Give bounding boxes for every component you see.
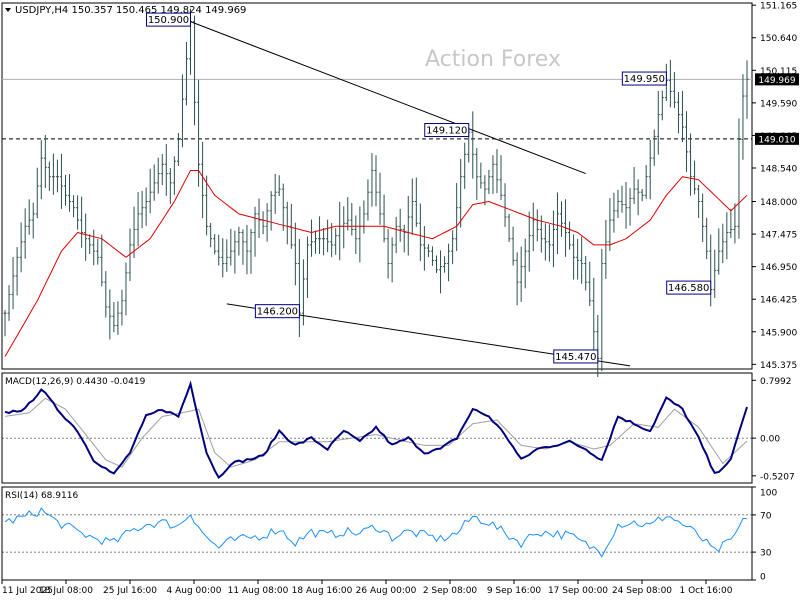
rsi-tick-label: 100 <box>760 489 777 499</box>
trendline <box>190 21 586 175</box>
current-price-label: 149.969 <box>758 76 795 86</box>
time-tick-label: 9 Sep 16:00 <box>487 586 542 596</box>
price-tick-label: 147.475 <box>760 231 797 241</box>
time-tick-label: 18 Aug 16:00 <box>292 586 353 596</box>
price-tick-label: 145.900 <box>760 328 797 338</box>
time-tick-label: 2 Sep 08:00 <box>423 586 478 596</box>
pane-frame-price <box>1 2 753 370</box>
time-tick-label: 24 Sep 08:00 <box>612 586 672 596</box>
price-tick-label: 150.115 <box>760 67 797 77</box>
price-tick-label: 148.000 <box>760 198 797 208</box>
rsi-tick-label: 30 <box>760 549 772 559</box>
time-tick-label: 18 Jul 08:00 <box>39 586 93 596</box>
time-tick-label: 1 Oct 16:00 <box>680 586 733 596</box>
chart-title: USDJPY,H4 150.357 150.465 149.824 149.96… <box>15 5 246 16</box>
macd-tick-label: 0.7992 <box>760 377 792 387</box>
macd-tick-label: 0.00 <box>760 435 780 445</box>
price-annotation-label: 149.120 <box>426 126 467 137</box>
price-annotation-label: 146.200 <box>257 307 298 318</box>
time-tick-label: 26 Aug 00:00 <box>356 586 417 596</box>
reference-level-label: 149.010 <box>758 135 795 145</box>
rsi-line <box>4 507 748 558</box>
price-annotation-label: 149.950 <box>624 74 665 85</box>
current-price-marker <box>755 73 799 86</box>
price-tick-label: 146.950 <box>760 263 797 273</box>
price-tick-label: 149.590 <box>760 99 797 109</box>
time-tick-label: 4 Aug 00:00 <box>167 586 222 596</box>
price-annotation-box <box>424 123 470 138</box>
price-annotation-label: 145.470 <box>555 352 596 363</box>
price-annotation-box <box>621 71 667 86</box>
price-annotation-box <box>553 349 599 364</box>
price-tick-label: 150.640 <box>760 34 797 44</box>
price-annotation-box <box>666 280 712 295</box>
macd-tick-label: -0.5207 <box>760 472 795 482</box>
macd-line <box>4 380 748 480</box>
pane-frame-macd <box>1 372 753 484</box>
macd-signal-line <box>4 397 748 468</box>
rsi-tick-label: 0 <box>760 573 766 583</box>
moving-average-line <box>4 170 748 357</box>
time-tick-label: 11 Jul 2025 <box>2 586 53 596</box>
macd-title: MACD(12,26,9) 0.4430 -0.0419 <box>5 377 146 387</box>
price-annotation-label: 146.580 <box>668 283 709 294</box>
price-tick-label: 151.165 <box>760 2 797 12</box>
watermark: Action Forex <box>425 47 561 72</box>
reference-level-marker <box>755 132 799 145</box>
price-tick-label: 148.540 <box>760 165 797 175</box>
time-tick-label: 25 Jul 16:00 <box>103 586 157 596</box>
time-tick-label: 11 Aug 08:00 <box>228 586 289 596</box>
time-tick-label: 17 Sep 00:00 <box>548 586 608 596</box>
price-tick-label: 146.425 <box>760 296 797 306</box>
rsi-title: RSI(14) 68.9116 <box>5 491 78 501</box>
price-annotation-box <box>254 304 300 319</box>
rsi-tick-label: 70 <box>760 511 772 521</box>
price-annotation-box <box>146 12 191 27</box>
price-annotation-label: 150.900 <box>148 15 189 26</box>
price-tick-label: 145.375 <box>760 361 797 371</box>
dropdown-arrow-icon <box>5 8 11 12</box>
pane-frame-rsi <box>1 486 753 581</box>
